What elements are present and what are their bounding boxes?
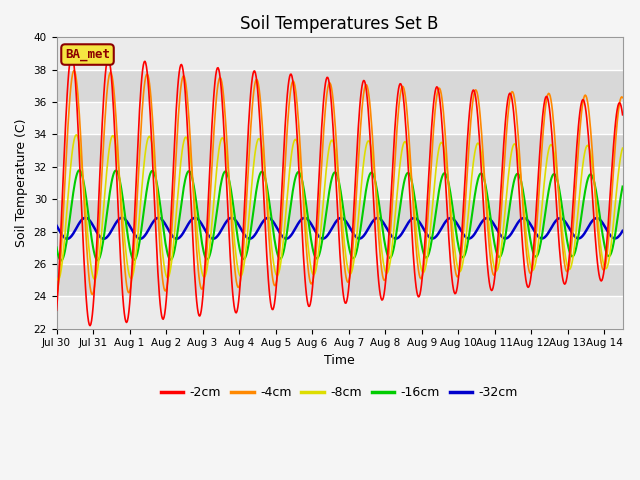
-16cm	[76, 168, 83, 173]
Line: -16cm: -16cm	[56, 170, 623, 261]
Bar	[56, 167, 623, 199]
-8cm	[474, 140, 482, 146]
-32cm	[63, 236, 71, 241]
-2cm	[86, 323, 94, 328]
Line: -32cm: -32cm	[56, 218, 623, 239]
-4cm	[473, 89, 481, 95]
-8cm	[460, 252, 468, 257]
-32cm	[55, 227, 63, 232]
Legend: -2cm, -4cm, -8cm, -16cm, -32cm: -2cm, -4cm, -8cm, -16cm, -32cm	[156, 382, 523, 405]
-2cm	[460, 192, 468, 198]
-16cm	[317, 245, 324, 251]
-32cm	[619, 228, 627, 234]
-8cm	[296, 153, 303, 159]
X-axis label: Time: Time	[324, 354, 355, 367]
-2cm	[134, 152, 141, 158]
-16cm	[296, 170, 303, 176]
-32cm	[82, 215, 90, 221]
-32cm	[474, 226, 482, 231]
-2cm	[68, 52, 76, 58]
-4cm	[52, 292, 60, 298]
-4cm	[55, 278, 63, 284]
Text: BA_met: BA_met	[65, 48, 110, 61]
-4cm	[460, 230, 467, 236]
-32cm	[317, 235, 324, 241]
-2cm	[619, 112, 627, 118]
-2cm	[296, 180, 303, 185]
Y-axis label: Soil Temperature (C): Soil Temperature (C)	[15, 119, 28, 247]
Bar	[56, 231, 623, 264]
-4cm	[70, 68, 78, 73]
-32cm	[52, 223, 60, 228]
-8cm	[52, 275, 60, 280]
-16cm	[474, 177, 482, 182]
-32cm	[460, 232, 468, 238]
-16cm	[619, 184, 627, 190]
Bar	[56, 37, 623, 70]
Line: -4cm: -4cm	[56, 71, 623, 295]
-8cm	[134, 239, 141, 244]
-4cm	[619, 95, 627, 100]
-32cm	[134, 235, 141, 240]
-16cm	[460, 253, 468, 259]
-4cm	[132, 206, 140, 212]
-16cm	[134, 251, 141, 256]
-8cm	[619, 145, 627, 151]
Bar	[56, 296, 623, 329]
-16cm	[55, 254, 63, 260]
-8cm	[54, 277, 62, 283]
Title: Soil Temperatures Set B: Soil Temperatures Set B	[241, 15, 439, 33]
-16cm	[57, 258, 65, 264]
-32cm	[296, 219, 303, 225]
Line: -8cm: -8cm	[56, 135, 623, 280]
-8cm	[72, 132, 80, 138]
-2cm	[317, 138, 324, 144]
-16cm	[52, 244, 60, 250]
Line: -2cm: -2cm	[56, 55, 623, 325]
-4cm	[295, 123, 303, 129]
Bar	[56, 102, 623, 134]
-2cm	[55, 272, 63, 277]
-4cm	[316, 187, 324, 193]
-2cm	[474, 115, 482, 120]
-2cm	[52, 307, 60, 313]
-8cm	[56, 275, 63, 280]
-8cm	[317, 226, 324, 232]
